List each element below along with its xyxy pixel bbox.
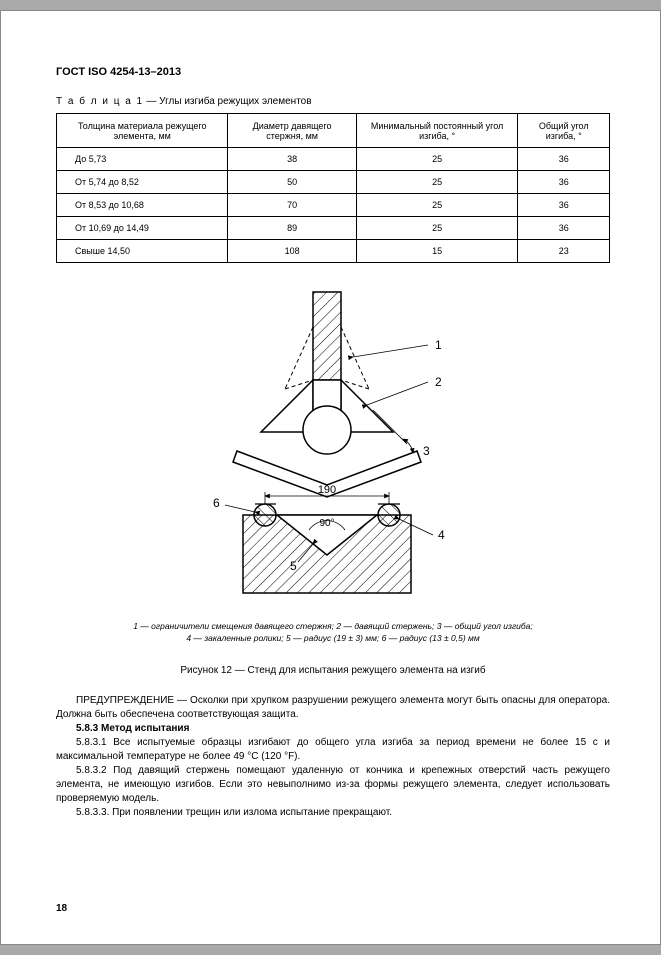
gost-header: ГОСТ ISO 4254-13–2013 <box>56 66 610 78</box>
callout-2: 2 <box>435 375 442 389</box>
para-5-8-3-2: 5.8.3.2 Под давящий стержень помещают уд… <box>56 764 610 806</box>
cell: 36 <box>518 217 610 240</box>
para-5-8-3-3: 5.8.3.3. При появлении трещин или излома… <box>56 806 610 820</box>
document-page: ГОСТ ISO 4254-13–2013 Т а б л и ц а 1 — … <box>0 10 661 945</box>
cell: 25 <box>356 148 518 171</box>
table-caption: Т а б л и ц а 1 — Углы изгиба режущих эл… <box>56 96 610 107</box>
angle-90-text: 90° <box>319 518 334 529</box>
col-min-angle: Минимальный постоянный угол изгиба, ° <box>356 114 518 148</box>
table-row: От 5,74 до 8,52 50 25 36 <box>57 171 610 194</box>
col-total-angle: Общий угол изгиба, ° <box>518 114 610 148</box>
table-row: До 5,73 38 25 36 <box>57 148 610 171</box>
col-thickness: Толщина материала режущего элемента, мм <box>57 114 228 148</box>
figure-12: 190 90° 1 2 3 4 5 6 <box>56 287 610 607</box>
dim-190-text: 190 <box>318 484 336 496</box>
callout-5: 5 <box>290 559 297 573</box>
cell: 70 <box>228 194 356 217</box>
page-number: 18 <box>56 903 67 914</box>
cell: До 5,73 <box>57 148 228 171</box>
cell: 108 <box>228 240 356 263</box>
cell: Свыше 14,50 <box>57 240 228 263</box>
section-5-8-3: 5.8.3 Метод испытания <box>56 722 610 736</box>
figure-legend-line2: 4 — закаленные ролики; 5 — радиус (19 ± … <box>56 633 610 645</box>
cell: 25 <box>356 171 518 194</box>
table-row: От 10,69 до 14,49 89 25 36 <box>57 217 610 240</box>
warning-paragraph: ПРЕДУПРЕЖДЕНИЕ — Осколки при хрупком раз… <box>56 694 610 722</box>
callout-4: 4 <box>438 528 445 542</box>
cell: 25 <box>356 217 518 240</box>
callout-6: 6 <box>213 496 220 510</box>
cell: 89 <box>228 217 356 240</box>
table-header-row: Толщина материала режущего элемента, мм … <box>57 114 610 148</box>
col-diameter: Диаметр давящего стержня, мм <box>228 114 356 148</box>
cell: 38 <box>228 148 356 171</box>
table-caption-rest: — Углы изгиба режущих элементов <box>144 96 312 107</box>
cell: 36 <box>518 171 610 194</box>
cell: 25 <box>356 194 518 217</box>
cell: 50 <box>228 171 356 194</box>
cell: 36 <box>518 148 610 171</box>
callout-1: 1 <box>435 338 442 352</box>
table-caption-prefix: Т а б л и ц а 1 <box>56 96 144 107</box>
figure-title: Рисунок 12 — Стенд для испытания режущег… <box>56 665 610 676</box>
cell: От 10,69 до 14,49 <box>57 217 228 240</box>
figure-legend-line1: 1 — ограничители смещения давящего стерж… <box>56 621 610 633</box>
cell: 23 <box>518 240 610 263</box>
cell: От 5,74 до 8,52 <box>57 171 228 194</box>
para-5-8-3-1: 5.8.3.1 Все испытуемые образцы изгибают … <box>56 736 610 764</box>
cell: 15 <box>356 240 518 263</box>
bending-test-diagram: 190 90° 1 2 3 4 5 6 <box>173 287 493 607</box>
table-row: От 8,53 до 10,68 70 25 36 <box>57 194 610 217</box>
cell: 36 <box>518 194 610 217</box>
callout-3: 3 <box>423 444 430 458</box>
table-row: Свыше 14,50 108 15 23 <box>57 240 610 263</box>
figure-legend: 1 — ограничители смещения давящего стерж… <box>56 621 610 645</box>
bending-angles-table: Толщина материала режущего элемента, мм … <box>56 113 610 263</box>
cell: От 8,53 до 10,68 <box>57 194 228 217</box>
